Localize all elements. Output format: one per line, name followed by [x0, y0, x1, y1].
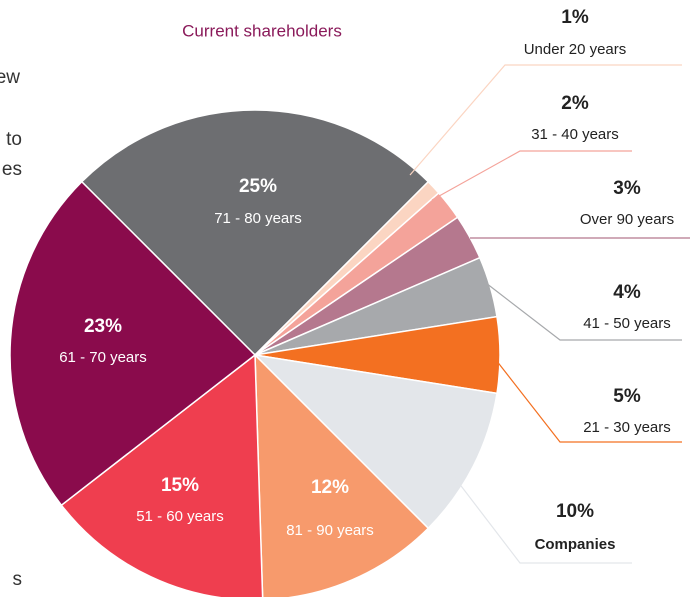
slice-value-label: 15%: [161, 475, 199, 496]
background-text: new: [0, 67, 20, 88]
pie-slice: [252, 353, 498, 530]
pie-slice: [254, 353, 430, 597]
leader-line: [485, 282, 682, 341]
slice-label: Companies: [535, 536, 616, 553]
leader-line: [495, 359, 682, 443]
slice-label: 21 - 30 years: [583, 419, 671, 436]
background-text: s: [13, 569, 23, 590]
slice-value-label: 25%: [239, 176, 277, 197]
chart-title: Current shareholders: [182, 21, 342, 40]
slice-label: Over 90 years: [580, 211, 674, 228]
slice-label: 61 - 70 years: [59, 349, 147, 366]
slice-label: 81 - 90 years: [286, 522, 374, 539]
slice-label: Under 20 years: [524, 41, 627, 58]
slice-value-label: 10%: [556, 501, 594, 522]
slice-value-label: 2%: [561, 93, 589, 114]
leader-line: [454, 477, 632, 564]
pie-slice: [60, 353, 264, 597]
leader-line: [409, 64, 682, 176]
pie-slice: [9, 180, 257, 507]
slice-label: 41 - 50 years: [583, 315, 671, 332]
slice-value-label: 3%: [613, 178, 641, 199]
leader-line: [431, 150, 632, 201]
slice-label: 51 - 60 years: [136, 508, 224, 525]
pie-slice: [80, 109, 430, 357]
background-text: g to: [0, 129, 22, 150]
slice-label: 71 - 80 years: [214, 210, 302, 227]
slice-label: 31 - 40 years: [531, 126, 619, 143]
slice-value-label: 12%: [311, 477, 349, 498]
slice-value-label: 5%: [613, 386, 641, 407]
slice-value-label: 4%: [613, 282, 641, 303]
slice-value-label: 1%: [561, 7, 589, 28]
slice-value-label: 23%: [84, 316, 122, 337]
background-text: es: [2, 159, 22, 180]
